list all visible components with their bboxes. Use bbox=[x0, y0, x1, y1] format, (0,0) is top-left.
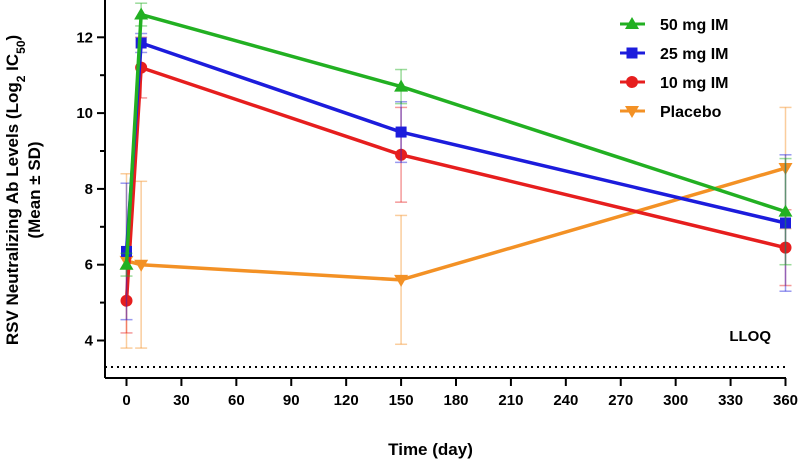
x-tick-label: 180 bbox=[443, 392, 468, 409]
y-axis-title-part: IC bbox=[3, 54, 22, 76]
data-point bbox=[134, 259, 149, 272]
y-tick-label: 4 bbox=[85, 333, 94, 350]
data-point bbox=[395, 148, 408, 161]
x-tick-label: 60 bbox=[228, 392, 245, 409]
x-tick-label: 240 bbox=[553, 392, 578, 409]
data-point bbox=[394, 274, 409, 287]
legend-label: Placebo bbox=[660, 104, 722, 121]
legend-marker bbox=[626, 76, 638, 88]
series-line bbox=[126, 166, 786, 282]
y-axis-title-line1: RSV Neutralizing Ab Levels (Log2 IC50) bbox=[3, 35, 28, 345]
x-tick-label: 30 bbox=[173, 392, 190, 409]
x-tick-label: 90 bbox=[283, 392, 300, 409]
legend-marker bbox=[626, 47, 638, 59]
legend-label: 10 mg IM bbox=[660, 75, 728, 92]
axes: 0 30 60 90 120 150 180 210 240 270 300 330 360 4 6 8 10 1… bbox=[76, 0, 798, 409]
series-layer bbox=[119, 2, 793, 349]
x-axis-title: Time (day) bbox=[388, 440, 473, 459]
data-point bbox=[134, 7, 149, 20]
y-axis-title-part: RSV Neutralizing Ab Levels (Log bbox=[3, 82, 22, 345]
x-tick-label: 120 bbox=[334, 392, 359, 409]
x-tick-label: 300 bbox=[663, 392, 688, 409]
data-point bbox=[120, 294, 133, 307]
legend-item-50-mg-im: 50 mg IM bbox=[620, 17, 728, 34]
legend-item-25-mg-im: 25 mg IM bbox=[620, 46, 728, 63]
legend: 50 mg IM 25 mg IM 10 mg IM Placebo bbox=[620, 17, 728, 121]
lloq-label: LLOQ bbox=[729, 328, 771, 345]
y-tick-label: 12 bbox=[76, 29, 93, 46]
lloq-group: LLOQ bbox=[105, 328, 786, 369]
x-tick-label: 330 bbox=[718, 392, 743, 409]
y-axis-title-part: ) bbox=[3, 35, 22, 41]
legend-marker bbox=[625, 17, 639, 29]
y-axis-title-subscript: 50 bbox=[14, 40, 28, 54]
y-tick-label: 8 bbox=[85, 181, 93, 198]
legend-label: 50 mg IM bbox=[660, 17, 728, 34]
data-point bbox=[778, 163, 793, 176]
legend-item-10-mg-im: 10 mg IM bbox=[620, 75, 728, 92]
y-tick-label: 10 bbox=[76, 105, 93, 122]
x-tick-label: 150 bbox=[389, 392, 414, 409]
y-tick-label: 6 bbox=[85, 257, 93, 274]
y-axis-title-line2: (Mean ± SD) bbox=[25, 141, 44, 238]
x-tick-label: 360 bbox=[773, 392, 798, 409]
data-point bbox=[780, 217, 791, 229]
series-50-mg-im bbox=[119, 2, 793, 277]
y-axis-title-subscript: 2 bbox=[14, 75, 28, 82]
legend-marker bbox=[625, 106, 639, 118]
series-line bbox=[124, 12, 787, 265]
x-tick-label: 270 bbox=[608, 392, 633, 409]
x-tick-label: 0 bbox=[122, 392, 130, 409]
data-point bbox=[394, 79, 409, 92]
data-point bbox=[395, 126, 407, 138]
legend-label: 25 mg IM bbox=[660, 46, 728, 63]
series-line bbox=[124, 65, 786, 301]
data-point bbox=[119, 257, 134, 270]
data-point bbox=[779, 241, 792, 254]
legend-item-placebo: Placebo bbox=[620, 104, 722, 121]
x-tick-label: 210 bbox=[498, 392, 523, 409]
data-point bbox=[778, 204, 793, 217]
